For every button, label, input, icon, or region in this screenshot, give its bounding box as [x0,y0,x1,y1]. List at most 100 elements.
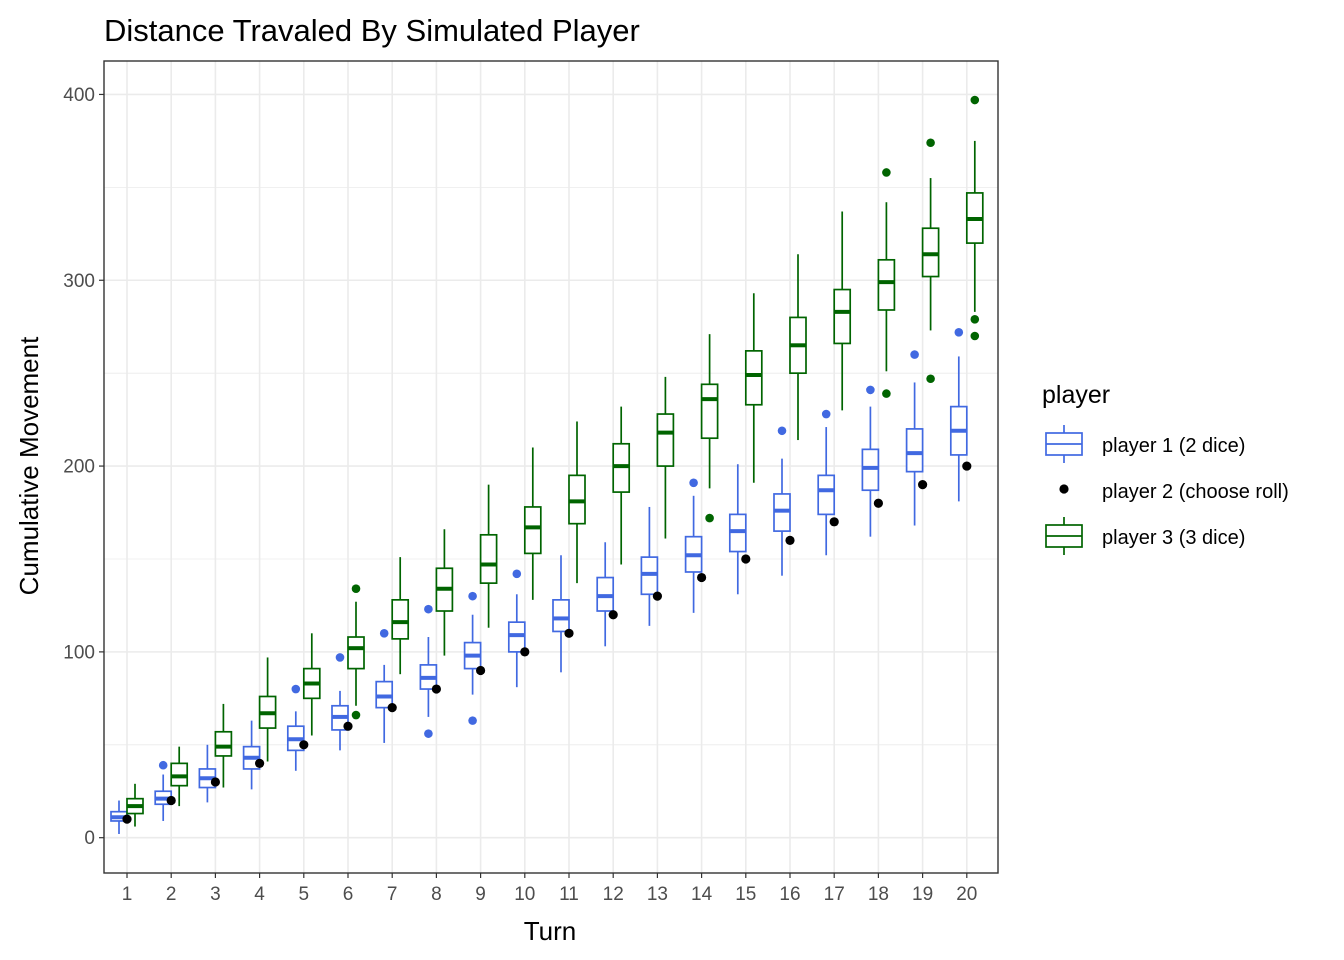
player-3-box [744,293,763,483]
player-1-box [331,653,349,751]
x-tick-label: 15 [735,884,756,905]
player-3-box [214,703,233,788]
outlier-point [351,710,361,720]
player-1-box [905,350,924,526]
player-2-point [210,777,220,787]
x-tick-label: 19 [912,884,933,905]
iqr-box [905,428,924,473]
player-2-point [564,628,574,638]
outlier-point [910,350,919,359]
x-tick-label: 13 [647,884,668,905]
outlier-point [882,389,891,398]
outlier-point [821,409,831,419]
player-2-point [431,684,441,694]
x-tick-label: 4 [254,884,265,905]
x-tick-label: 7 [387,884,398,905]
iqr-box [700,383,719,440]
legend-label-player-2: player 2 (choose roll) [1102,481,1289,503]
player-3-box [126,783,144,827]
player-3-box [921,138,940,384]
player-3-box [700,334,719,523]
legend-keys [1045,425,1083,555]
outlier-point [335,653,345,662]
player-3-box [347,584,365,720]
outlier-point [468,591,477,601]
x-tick-label: 2 [166,884,177,905]
player-1-box [817,409,836,556]
chart-title: Distance Travaled By Simulated Player [104,13,640,48]
player-2-point [520,647,530,657]
player-2-point [873,498,884,508]
player-2-point [918,480,928,490]
legend-label-player-3: player 3 (3 dice) [1102,527,1245,549]
player-2-point [343,721,353,731]
x-tick-label: 5 [299,884,310,905]
player-3-box [568,421,586,584]
player-1-box [375,629,394,743]
player-3-box [833,211,852,411]
outlier-point [777,426,787,436]
outlier-point [512,569,522,579]
outlier-point [954,327,964,337]
outlier-point [882,168,891,177]
legend-label-player-1: player 1 (2 dice) [1102,435,1245,457]
x-tick-label: 3 [210,884,221,905]
x-tick-label: 20 [956,884,977,905]
player-2-point [829,517,839,527]
player-3-box [789,254,807,441]
outlier-point [970,331,980,341]
iqr-box [877,258,896,311]
player-2-point [299,740,309,750]
player-2-point [166,795,176,806]
legend-key-player-2 [1059,484,1069,494]
player-1-box [728,464,747,595]
outlier-point [970,314,980,324]
player-3-box [302,633,321,736]
player-3-box [170,746,189,807]
y-tick-label: 200 [63,457,95,478]
outlier-point [970,95,980,105]
legend: player player 1 (2 dice) player 2 (choos… [1042,381,1289,555]
x-tick-label: 17 [824,884,845,905]
x-tick-label: 8 [431,884,442,905]
legend-key-player-1 [1045,425,1083,463]
iqr-box [744,350,763,406]
outlier-point [424,604,433,614]
x-tick-label: 11 [559,884,579,905]
player-1-box [861,385,880,537]
player-2-point [741,554,751,564]
outlier-point [351,584,361,594]
outlier-point [689,478,698,488]
x-tick-label: 9 [475,884,486,905]
player-3-box [435,529,454,656]
outlier-point [468,716,477,725]
player-1-box [507,569,526,688]
y-tick-label: 0 [84,828,95,849]
x-tick-label: 12 [603,884,624,905]
x-tick-label: 1 [122,884,133,905]
player-3-box [656,376,675,539]
player-2-point [962,461,972,471]
outlier-point [866,385,875,395]
x-tick-label: 16 [779,884,800,905]
y-tick-label: 400 [63,85,95,106]
player-3-box [612,406,631,565]
y-axis-title: Cumulative Movement [14,336,44,595]
iqr-box [523,506,542,555]
x-tick-label: 6 [343,884,354,905]
player-1-box [684,478,703,613]
outlier-point [291,684,301,694]
iqr-box [656,413,675,467]
outlier-point [926,374,935,384]
player-3-box [523,447,542,600]
player-1-box [552,555,570,673]
iqr-box [479,533,498,584]
player-1-box [773,426,791,576]
iqr-box [347,636,365,670]
legend-title: player [1042,381,1110,409]
player-2-point [387,703,397,713]
iqr-box [552,599,570,633]
outlier-point [379,629,389,638]
x-tick-label: 18 [868,884,889,905]
